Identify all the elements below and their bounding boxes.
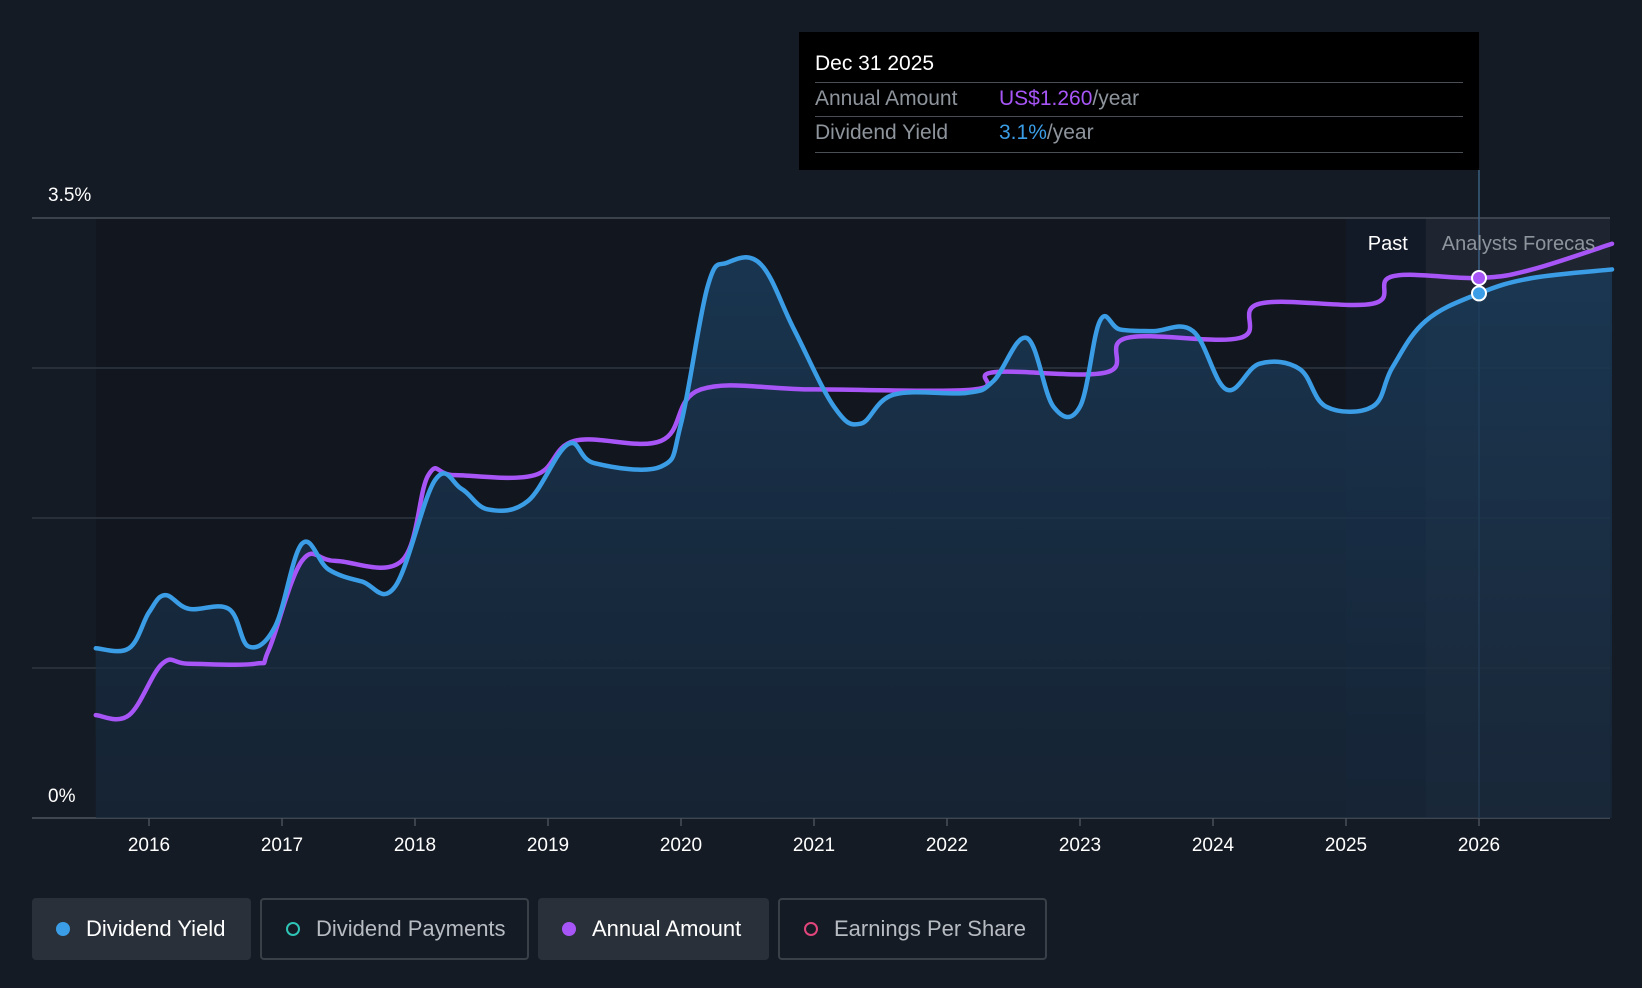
x-tick-label: 2024: [1192, 835, 1235, 856]
x-tick-label: 2022: [926, 835, 968, 856]
legend-dot-icon: [56, 922, 70, 936]
x-tick-label: 2025: [1325, 835, 1367, 856]
legend-label: Dividend Payments: [316, 916, 506, 941]
x-tick-label: 2023: [1059, 835, 1101, 856]
tooltip-annual-amount-value: US$1.260: [999, 87, 1093, 110]
y-tick-label: 3.5%: [48, 185, 91, 206]
legend-dividend-yield[interactable]: Dividend Yield: [32, 898, 251, 960]
x-tick-label: 2021: [793, 835, 835, 856]
legend-dot-icon: [562, 922, 576, 936]
legend-label: Earnings Per Share: [834, 916, 1026, 941]
tooltip: Dec 31 2025 Annual Amount US$1.260/year …: [799, 32, 1479, 170]
tooltip-divider: [815, 116, 1463, 117]
legend-label: Annual Amount: [592, 916, 742, 941]
tooltip-annual-amount-label: Annual Amount: [815, 87, 958, 110]
tooltip-dividend-yield-label: Dividend Yield: [815, 121, 949, 144]
legend-dot-icon: [804, 922, 818, 936]
x-tick-label: 2020: [660, 835, 702, 856]
past-label: Past: [1368, 233, 1408, 255]
legend-dividend-payments[interactable]: Dividend Payments: [260, 898, 529, 960]
tooltip-dividend-yield-value: 3.1%: [999, 121, 1047, 144]
annual-amount-line: [93, 241, 1615, 722]
x-tick-label: 2018: [394, 835, 436, 856]
dividend-yield-marker: [1471, 285, 1487, 302]
annual-amount-marker: [1471, 270, 1487, 286]
tooltip-divider: [815, 152, 1463, 153]
legend-annual-amount[interactable]: Annual Amount: [538, 898, 769, 960]
x-tick-label: 2019: [527, 835, 569, 856]
legend-dot-icon: [286, 922, 300, 936]
y-tick-label: 0%: [48, 786, 76, 807]
x-tick-label: 2016: [128, 835, 170, 856]
dividend-yield-area: [95, 257, 1612, 818]
legend-label: Dividend Yield: [86, 916, 226, 941]
x-tick-label: 2026: [1458, 835, 1500, 856]
tooltip-divider: [815, 82, 1463, 83]
legend-earnings-per-share[interactable]: Earnings Per Share: [778, 898, 1047, 960]
tooltip-dividend-yield-unit: /year: [1046, 121, 1094, 144]
tooltip-annual-amount-unit: /year: [1092, 87, 1140, 110]
x-tick-label: 2017: [261, 835, 303, 856]
forecast-label: Analysts Forecas: [1442, 233, 1595, 255]
tooltip-date: Dec 31 2025: [815, 52, 935, 75]
dividend-yield-line: [93, 255, 1615, 654]
